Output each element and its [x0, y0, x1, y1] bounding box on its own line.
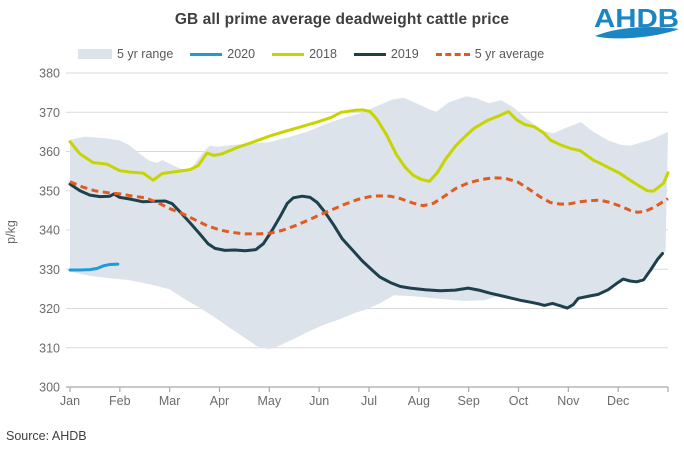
legend-item-5yr-range: 5 yr range — [78, 47, 173, 61]
x-axis-labels: Jan Feb Mar Apr May Jun Jul Aug Sep Oct Nov Dec — [60, 394, 629, 408]
y-axis-title: p/kg — [4, 220, 18, 244]
series-2020 — [68, 262, 120, 272]
y-tick-label: 380 — [39, 67, 60, 81]
x-tick-label: Jun — [309, 394, 329, 408]
x-tick-label: Feb — [109, 394, 131, 408]
x-axis — [66, 386, 669, 392]
series-5-yr-average — [69, 176, 669, 236]
x-tick-label: Sep — [458, 394, 480, 408]
legend-item-2020: 2020 — [190, 47, 255, 61]
x-tick-label: Oct — [509, 394, 529, 408]
legend-label: 5 yr average — [474, 47, 545, 61]
x-tick-label: Jul — [361, 394, 377, 408]
source-note: Source: AHDB — [6, 429, 87, 443]
y-tick-label: 360 — [39, 145, 60, 159]
legend-item-2018: 2018 — [272, 47, 337, 61]
x-tick-label: Jan — [60, 394, 80, 408]
x-tick-label: Dec — [607, 394, 629, 408]
line-swatch-2020 — [190, 52, 223, 56]
series-2018 — [68, 108, 670, 193]
legend-item-5yr-average: 5 yr average — [435, 47, 545, 61]
chart-title: GB all prime average deadweight cattle p… — [174, 11, 510, 28]
y-axis-labels: 380 370 360 350 340 330 320 310 300 — [39, 67, 60, 395]
y-tick-label: 320 — [39, 302, 60, 316]
range-swatch — [78, 49, 112, 59]
x-tick-label: Apr — [210, 394, 229, 408]
y-tick-label: 370 — [39, 106, 60, 120]
x-tick-label: Aug — [408, 394, 430, 408]
x-tick-label: Mar — [159, 394, 181, 408]
range-area-5yr — [70, 96, 668, 350]
chart-legend: 5 yr range 2020 2018 2019 5 yr average — [78, 46, 544, 62]
y-tick-label: 340 — [39, 224, 60, 238]
ahdb-logo: AHDB — [594, 3, 679, 39]
y-tick-label: 350 — [39, 184, 60, 198]
ahdb-logo-swoosh — [595, 27, 679, 39]
line-swatch-2019 — [353, 52, 386, 56]
legend-label: 2018 — [309, 47, 337, 61]
legend-label: 5 yr range — [117, 47, 174, 61]
legend-item-2019: 2019 — [353, 47, 419, 61]
dash-swatch-5yr-average — [435, 52, 470, 56]
line-swatch-2018 — [272, 52, 305, 56]
series-2019 — [68, 182, 664, 310]
legend-label: 2019 — [390, 47, 419, 61]
x-tick-label: Nov — [557, 394, 580, 408]
y-tick-label: 300 — [39, 381, 60, 395]
legend-label: 2020 — [227, 47, 256, 61]
y-tick-label: 330 — [39, 263, 60, 277]
y-tick-label: 310 — [39, 341, 60, 355]
x-tick-label: May — [258, 394, 282, 408]
